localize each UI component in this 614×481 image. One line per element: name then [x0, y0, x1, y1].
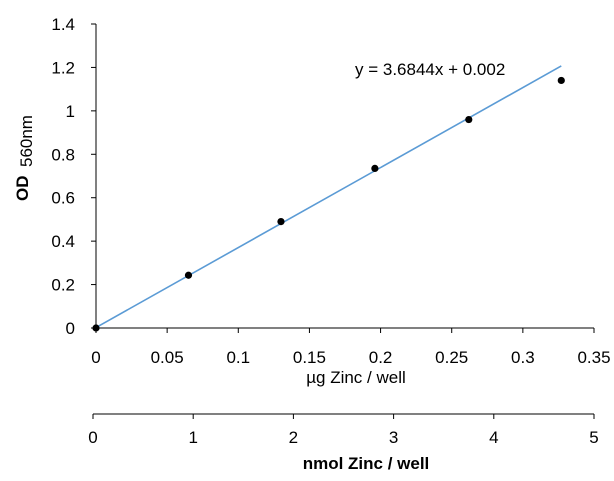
x-tick-label: 0.1 [226, 348, 250, 367]
trendline [95, 65, 562, 329]
x-tick-label: 0.3 [511, 348, 535, 367]
y-tick-label: 1.4 [51, 15, 75, 34]
x-tick-label: 0.15 [293, 348, 326, 367]
secondary-x-tick-label: 1 [188, 428, 197, 447]
x-tick-label: 0.2 [369, 348, 393, 367]
secondary-x-tick-label: 3 [389, 428, 398, 447]
y-tick-label: 0.4 [51, 232, 75, 251]
svg-text:OD 560nm: OD 560nm [13, 115, 36, 201]
data-point [277, 218, 285, 226]
y-tick-label: 1 [66, 102, 75, 121]
data-point [371, 164, 379, 172]
trendline-group [95, 65, 562, 329]
secondary-x-tick-label: 5 [589, 428, 598, 447]
secondary-x-axis: 0 1 2 3 4 5 [88, 413, 599, 447]
data-point [184, 271, 193, 279]
y-tick-label: 0.6 [51, 189, 75, 208]
y-tick-label: 0.8 [51, 145, 75, 164]
x-tick-label: 0.05 [151, 348, 184, 367]
x-tick-label: 0.25 [435, 348, 468, 367]
x-axis-title: µg Zinc / well [306, 368, 406, 387]
secondary-x-tick-label: 4 [489, 428, 498, 447]
secondary-x-axis-title: nmol Zinc / well [303, 454, 430, 473]
y-tick-label: 1.2 [51, 58, 75, 77]
data-point [92, 324, 100, 332]
x-tick-label: 0 [91, 348, 100, 367]
secondary-x-tick-label: 0 [88, 428, 97, 447]
trendline-equation: y = 3.6844x + 0.002 [355, 60, 505, 79]
data-points [92, 76, 565, 332]
y-axis: 0 0.2 0.4 0.6 0.8 1 1.2 1.4 [51, 15, 97, 338]
secondary-x-tick-label: 2 [289, 428, 298, 447]
data-point [557, 76, 565, 85]
y-axis-title-subscript: 560nm [17, 115, 36, 167]
y-tick-label: 0 [66, 319, 75, 338]
data-point [465, 115, 473, 124]
y-axis-title-main: OD [13, 175, 32, 201]
x-tick-label: 0.35 [577, 348, 610, 367]
y-axis-title: OD 560nm [13, 115, 36, 201]
y-tick-label: 0.2 [51, 276, 75, 295]
x-axis: 0 0.05 0.1 0.15 0.2 0.25 0.3 0.35 [91, 327, 611, 367]
